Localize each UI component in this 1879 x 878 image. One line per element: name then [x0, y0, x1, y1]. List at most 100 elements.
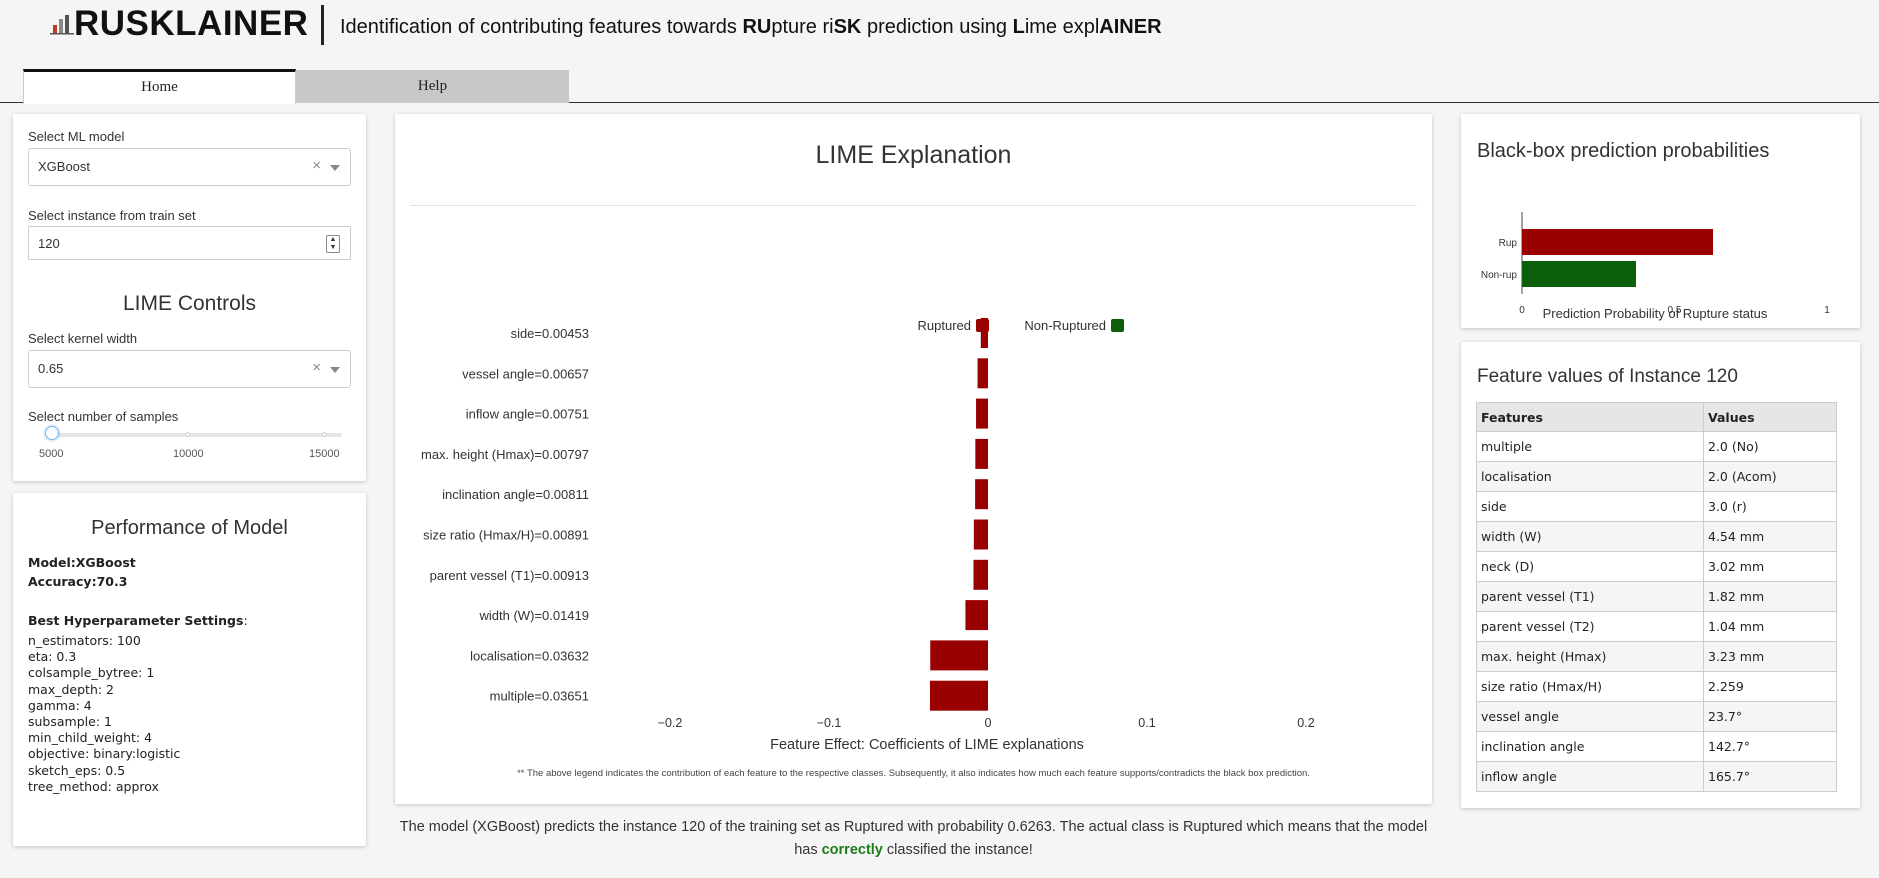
table-header: Values — [1703, 402, 1837, 432]
probabilities-panel: Black-box prediction probabilities Rup No… — [1461, 114, 1860, 328]
bar-category-label: parent vessel (T1)=0.00913 — [430, 568, 589, 583]
feature-name-cell: parent vessel (T2) — [1476, 611, 1704, 642]
feature-value-cell: 1.04 mm — [1703, 611, 1837, 642]
hyperparam-title: Best Hyperparameter Settings: — [28, 613, 248, 628]
probability-bar — [1522, 261, 1636, 287]
slider-tick-label: 10000 — [173, 448, 204, 460]
feature-name-cell: size ratio (Hmax/H) — [1476, 671, 1704, 702]
subtitle-part: L — [1012, 16, 1025, 38]
outcome-correct: correctly — [821, 842, 883, 858]
model-value: XGBoost — [75, 555, 136, 570]
hyperparam-item: n_estimators: 100 — [28, 633, 141, 648]
lime-controls-title: LIME Controls — [122, 292, 257, 315]
bar-category-label: inflow angle=0.00751 — [466, 407, 589, 422]
accuracy-value: 70.3 — [96, 574, 128, 589]
subtitle-part: prediction using — [861, 16, 1013, 38]
feature-value-cell: 3.0 (r) — [1703, 491, 1837, 522]
lime-bar — [930, 640, 988, 671]
tab-home[interactable]: Home — [23, 69, 296, 104]
lime-bar — [973, 559, 988, 590]
table-row: multiple 2.0 (No) — [1476, 431, 1837, 462]
bar-category-label: size ratio (Hmax/H)=0.00891 — [423, 528, 589, 543]
feature-value-cell: 165.7° — [1703, 761, 1837, 792]
lime-bar — [977, 358, 988, 389]
bar-category-label: inclination angle=0.00811 — [442, 487, 589, 502]
feature-values-title: Feature values of Instance 120 — [1477, 366, 1738, 387]
table-row: size ratio (Hmax/H) 2.259 — [1476, 671, 1837, 702]
hyperparam-item: gamma: 4 — [28, 697, 92, 713]
number-spinner[interactable]: ▲ ▼ — [326, 235, 340, 253]
lime-explanation-chart: Ruptured Non-Ruptured side=0.00453 vessel a… — [421, 318, 1315, 753]
slider-tick — [322, 432, 327, 437]
feature-value-cell: 3.23 mm — [1703, 641, 1837, 672]
feature-name-cell: side — [1476, 491, 1704, 522]
app-header: RUSKLAINER Identification of contributin… — [0, 0, 1879, 70]
tab-help[interactable]: Help — [296, 70, 569, 103]
spin-down-icon[interactable]: ▼ — [329, 244, 337, 251]
feature-value-cell: 4.54 mm — [1703, 521, 1837, 552]
x-tick-label: −0.1 — [817, 716, 842, 730]
table-header: Features — [1476, 402, 1704, 432]
subtitle-part: RU — [742, 16, 772, 38]
hyperparam-item: subsample: 1 — [28, 714, 112, 729]
accuracy-key: Accuracy — [28, 574, 92, 589]
table-row: vessel angle 23.7° — [1476, 701, 1837, 732]
app-brand: RUSKLAINER — [74, 4, 309, 43]
bar-category-label: side=0.00453 — [511, 326, 589, 341]
table-row: inclination angle 142.7° — [1476, 731, 1837, 762]
x-tick-label: 0 — [985, 716, 992, 730]
subtitle-part: Identification of contributing features … — [340, 16, 743, 38]
hyperparam-item: objective: binary:logistic — [28, 746, 181, 762]
subtitle-part: pture ri — [771, 16, 834, 38]
samples-slider-track[interactable] — [51, 433, 342, 437]
bar-chart-logo-icon — [50, 15, 74, 35]
table-row: localisation 2.0 (Acom) — [1476, 461, 1837, 492]
x-tick-label: 1 — [1824, 305, 1830, 316]
feature-name-cell: inflow angle — [1476, 761, 1704, 792]
instance-input-value: 120 — [38, 236, 60, 251]
chevron-down-icon[interactable] — [330, 367, 340, 373]
kernel-select[interactable]: 0.65 × — [28, 350, 351, 388]
feature-name-cell: vessel angle — [1476, 701, 1704, 732]
controls-panel: Select ML model XGBoost × Select instanc… — [13, 114, 366, 481]
model-select[interactable]: XGBoost × — [28, 148, 351, 186]
probability-bar — [1522, 229, 1714, 255]
instance-input-label: Select instance from train set — [28, 208, 196, 223]
table-row: neck (D) 3.02 mm — [1476, 551, 1837, 582]
chart-legend: Ruptured Non-Ruptured — [918, 318, 1124, 333]
feature-values-panel: Feature values of Instance 120 Features … — [1461, 342, 1860, 808]
feature-value-cell: 3.02 mm — [1703, 551, 1837, 582]
x-tick-label: 0 — [1519, 305, 1525, 316]
legend-swatch — [1111, 319, 1124, 332]
slider-tick — [185, 432, 190, 437]
kernel-select-value: 0.65 — [38, 361, 64, 376]
chevron-down-icon[interactable] — [330, 165, 340, 171]
subtitle-part: SK — [833, 16, 862, 38]
samples-slider-handle[interactable] — [45, 426, 59, 440]
feature-name-cell: max. height (Hmax) — [1476, 641, 1704, 672]
feature-value-cell: 2.0 (Acom) — [1703, 461, 1837, 492]
hyperparam-item: eta: 0.3 — [28, 649, 77, 665]
app-subtitle: Identification of contributing features … — [340, 16, 1162, 39]
hyperparam-item: tree_method: approx — [28, 778, 159, 794]
accuracy-line: Accuracy:70.3 — [28, 574, 128, 589]
clear-icon[interactable]: × — [312, 359, 321, 376]
feature-value-cell: 2.0 (No) — [1703, 431, 1837, 462]
feature-value-cell: 2.259 — [1703, 671, 1837, 702]
clear-icon[interactable]: × — [312, 157, 321, 174]
slider-tick-label: 5000 — [39, 448, 64, 460]
feature-value-cell: 1.82 mm — [1703, 581, 1837, 612]
outcome-line1: The model (XGBoost) predicts the instanc… — [399, 819, 1428, 835]
spin-up-icon[interactable]: ▲ — [329, 236, 337, 243]
hyperparam-item: sketch_eps: 0.5 — [28, 762, 126, 778]
instance-input[interactable]: 120 ▲ ▼ — [28, 226, 351, 260]
x-axis-title: Feature Effect: Coefficients of LIME exp… — [770, 737, 1084, 753]
model-select-value: XGBoost — [38, 159, 91, 174]
model-select-label: Select ML model — [28, 129, 125, 144]
bar-category-label: max. height (Hmax)=0.00797 — [421, 447, 589, 462]
model-key: Model — [28, 555, 71, 570]
feature-name-cell: neck (D) — [1476, 551, 1704, 582]
lime-bar — [965, 600, 988, 631]
lime-bar — [980, 318, 988, 348]
feature-value-cell: 23.7° — [1703, 701, 1837, 732]
